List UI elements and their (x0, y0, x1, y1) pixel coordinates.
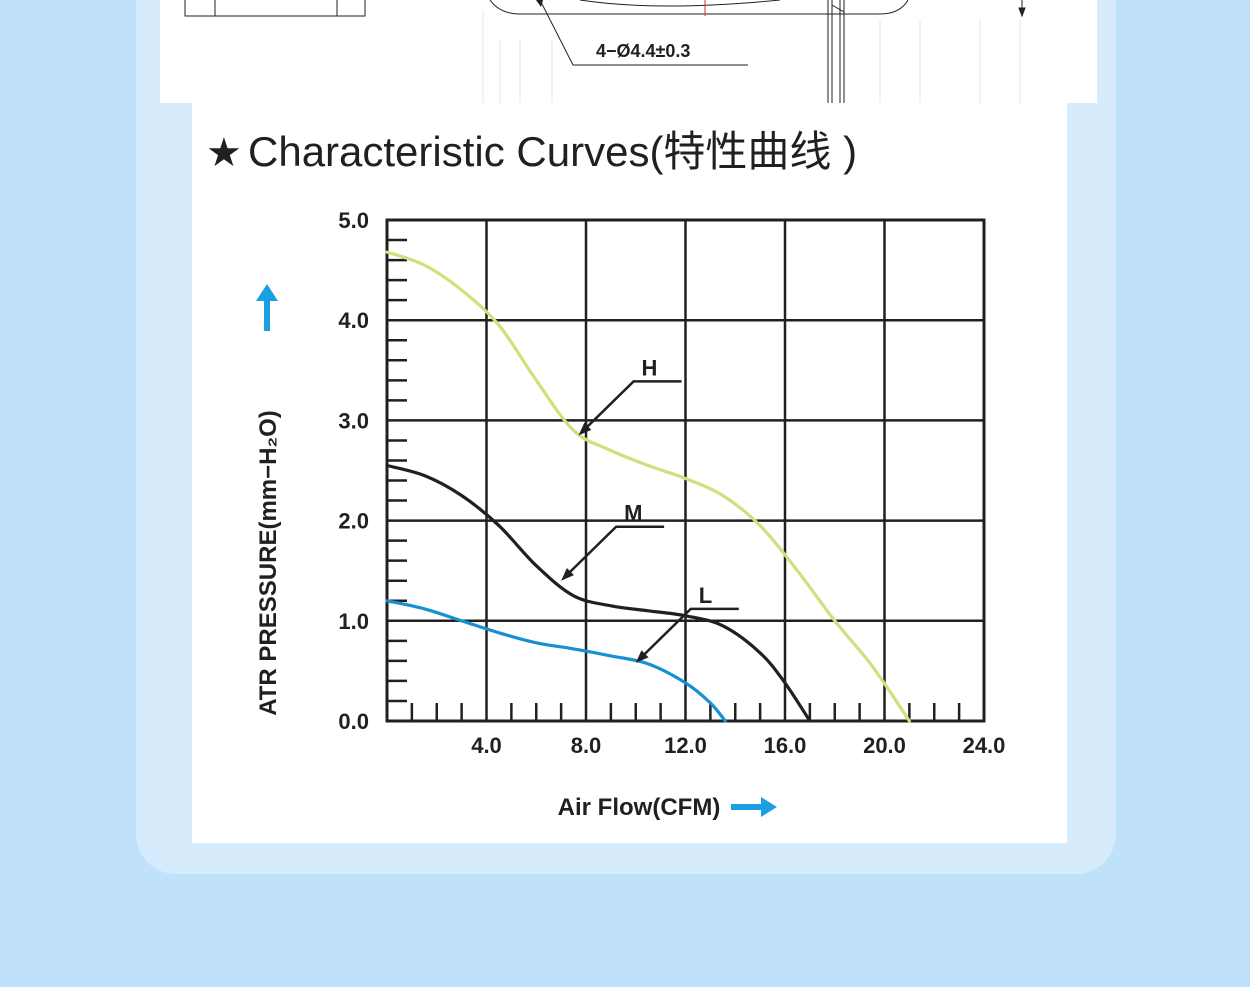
x-tick-label: 20.0 (863, 733, 906, 758)
annotation-m-leader (565, 525, 665, 577)
chart-card: ★ Characteristic Curves(特性曲线 ) H M L 0.0 1.… (192, 103, 1067, 843)
annotation-h-label: H (642, 355, 658, 380)
mechanical-drawing: 4−Ø4.4±0.3 (160, 0, 1097, 103)
annotation-l-arrowhead (635, 650, 649, 663)
y-tick-label: 5.0 (338, 208, 369, 233)
x-tick-label: 16.0 (764, 733, 807, 758)
annotation-m-arrowhead (561, 568, 574, 581)
annotation-l-label: L (699, 583, 712, 608)
chart-grid (385, 218, 986, 723)
annotation-l-leader (639, 607, 739, 659)
drawing-left-outline (184, 0, 366, 17)
annotation-m-label: M (624, 501, 642, 526)
series-line-m (385, 463, 812, 723)
minor-ticks (387, 238, 961, 721)
x-tick-label: 4.0 (471, 733, 502, 758)
tick-labels: 0.0 1.0 2.0 3.0 4.0 5.0 4.0 8.0 12.0 16.0 20.0 24.0 (338, 208, 1005, 758)
y-tick-label: 3.0 (338, 408, 369, 433)
y-axis-label: ATR PRESSURE(mm−H₂O) (255, 410, 282, 716)
dimension-leader (539, 0, 748, 66)
x-axis-label: Air Flow(CFM) (558, 794, 721, 821)
y-tick-label: 0.0 (338, 709, 369, 734)
characteristic-curves-chart: ★ Characteristic Curves(特性曲线 ) H M L 0.0 1.… (206, 128, 1005, 821)
x-tick-label: 12.0 (664, 733, 707, 758)
y-tick-label: 4.0 (338, 308, 369, 333)
x-tick-label: 24.0 (963, 733, 1006, 758)
x-axis-arrow-icon (731, 797, 777, 817)
y-axis-arrow-icon (256, 284, 278, 331)
hole-dimension-label: 4−Ø4.4±0.3 (596, 41, 690, 61)
series-line-l (385, 599, 727, 723)
series-line-h (385, 250, 911, 723)
title-star-icon: ★ (206, 131, 242, 175)
drawing-svg: 4−Ø4.4±0.3 (184, 0, 1026, 103)
series-layer (385, 250, 911, 723)
chart-title: Characteristic Curves(特性曲线 ) (248, 128, 857, 175)
annotation-h-leader (582, 380, 682, 432)
annotation-layer: H M L (561, 355, 739, 663)
y-tick-label: 2.0 (338, 509, 369, 534)
drawing-fan-outline (489, 0, 909, 15)
annotation-h-arrowhead (578, 422, 592, 436)
y-tick-label: 1.0 (338, 609, 369, 634)
x-tick-label: 8.0 (571, 733, 602, 758)
